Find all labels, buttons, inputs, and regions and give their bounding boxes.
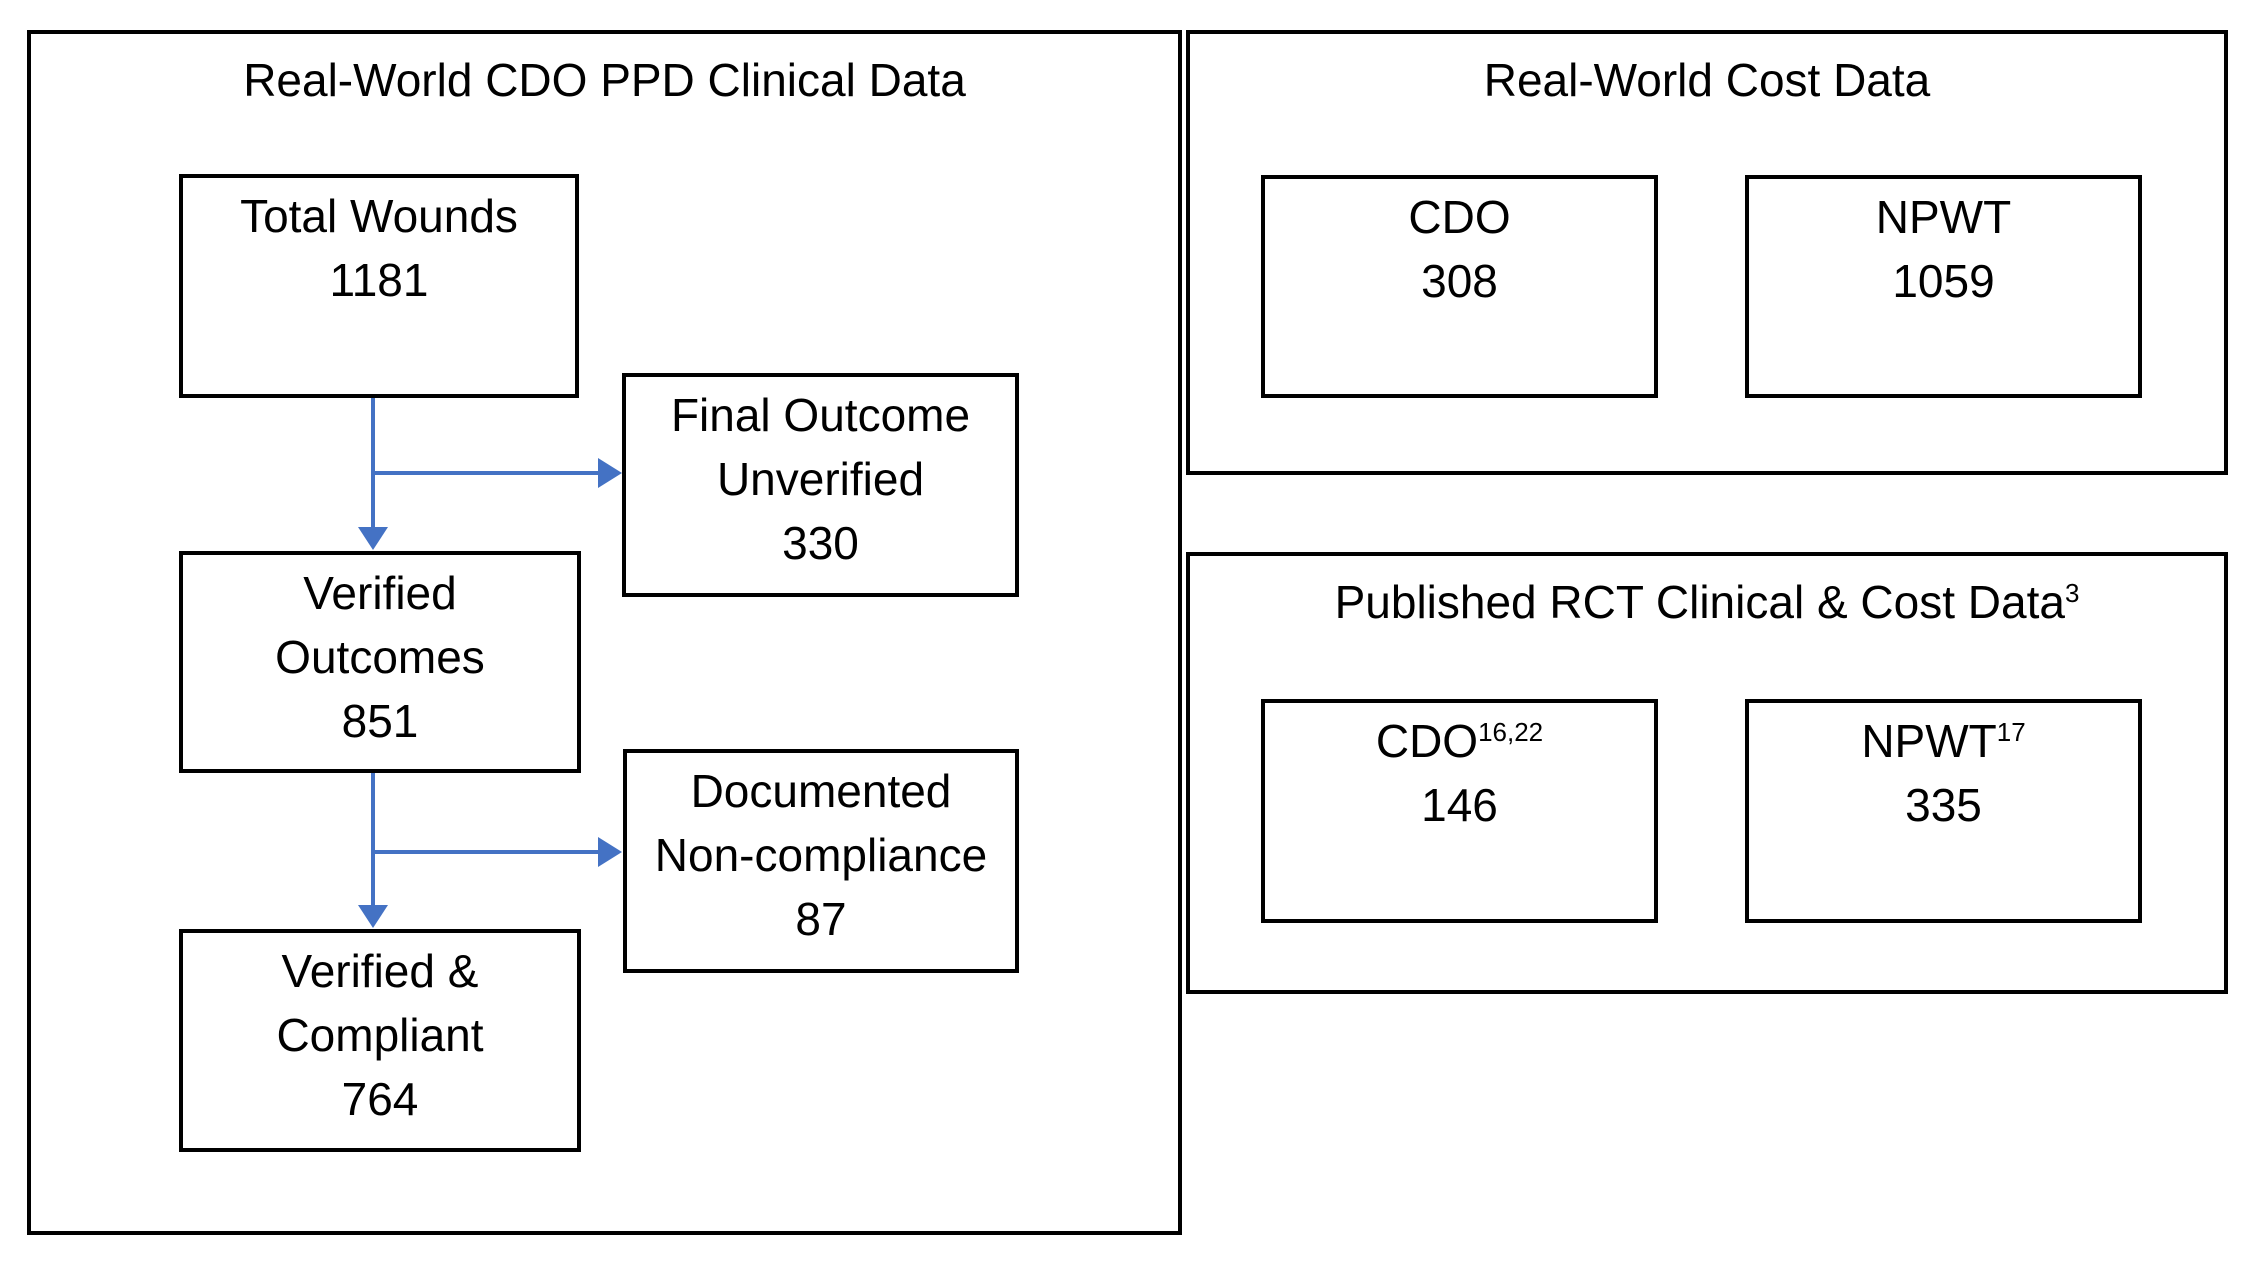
cost-npwt-box: NPWT 1059 <box>1745 175 2142 398</box>
verified-outcomes-label-line2: Outcomes <box>275 631 485 683</box>
flow-arrow-right-icon <box>598 458 622 488</box>
rct-cdo-label-text: CDO <box>1375 715 1479 767</box>
rct-panel-title: Published RCT Clinical & Cost Data3 <box>1186 574 2228 630</box>
verified-outcomes-box: Verified Outcomes 851 <box>179 551 581 773</box>
rct-panel-title-text: Published RCT Clinical & Cost Data <box>1334 576 2065 628</box>
verified-compliant-value: 764 <box>341 1073 419 1125</box>
cost-npwt-label: NPWT <box>1875 191 2012 243</box>
flow-arrow-down-icon <box>358 905 388 928</box>
final-outcome-label-line1: Final Outcome <box>670 389 971 441</box>
cost-cdo-value: 308 <box>1421 255 1498 307</box>
documented-noncompliance-label-line1: Documented <box>690 765 952 817</box>
clinical-panel-title: Real-World CDO PPD Clinical Data <box>243 54 966 106</box>
cost-cdo-label: CDO <box>1408 191 1511 243</box>
final-outcome-label-line2: Unverified <box>716 453 925 505</box>
flow-arrow-down-icon <box>358 527 388 550</box>
total-wounds-box: Total Wounds 1181 <box>179 174 579 398</box>
rct-npwt-label: NPWT17 <box>1749 709 2138 773</box>
flow-line-verified-to-compliant <box>371 773 375 906</box>
rct-cdo-label: CDO16,22 <box>1265 709 1654 773</box>
cost-cdo-box: CDO 308 <box>1261 175 1658 398</box>
flow-line-branch-noncompliance <box>373 850 599 854</box>
verified-outcomes-label-line1: Verified <box>303 567 457 619</box>
rct-npwt-value: 335 <box>1905 779 1982 831</box>
documented-noncompliance-label-line2: Non-compliance <box>654 829 988 881</box>
verified-compliant-label-line2: Compliant <box>276 1009 484 1061</box>
total-wounds-label: Total Wounds <box>240 190 518 242</box>
rct-cdo-box: CDO16,22 146 <box>1261 699 1658 923</box>
rct-npwt-label-text: NPWT <box>1861 715 1997 767</box>
rct-npwt-box: NPWT17 335 <box>1745 699 2142 923</box>
rct-npwt-superscript: 17 <box>1996 717 2026 747</box>
flow-line-branch-unverified <box>373 471 599 475</box>
final-outcome-value: 330 <box>782 517 859 569</box>
rct-cdo-superscript: 16,22 <box>1478 717 1544 747</box>
flow-line-total-to-verified <box>371 398 375 530</box>
rct-cdo-value: 146 <box>1421 779 1498 831</box>
cost-npwt-value: 1059 <box>1892 255 1995 307</box>
documented-noncompliance-box: Documented Non-compliance 87 <box>623 749 1019 973</box>
final-outcome-unverified-box: Final Outcome Unverified 330 <box>622 373 1019 597</box>
rct-panel-title-superscript: 3 <box>2064 578 2080 608</box>
verified-compliant-box: Verified & Compliant 764 <box>179 929 581 1152</box>
flow-arrow-right-icon <box>598 837 622 867</box>
total-wounds-value: 1181 <box>329 254 429 306</box>
cost-panel-title: Real-World Cost Data <box>1483 54 1931 106</box>
documented-noncompliance-value: 87 <box>795 893 847 945</box>
verified-outcomes-value: 851 <box>341 695 419 747</box>
verified-compliant-label-line1: Verified & <box>281 945 479 997</box>
